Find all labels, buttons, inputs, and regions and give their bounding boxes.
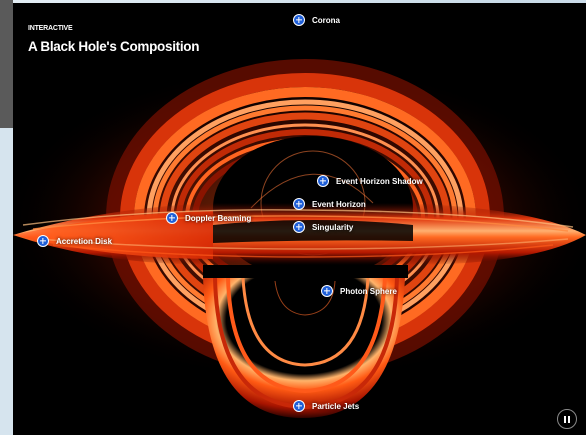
left-edge-strip	[0, 128, 13, 435]
hotspot-label: Particle Jets	[312, 401, 360, 411]
hotspot-label: Corona	[312, 15, 340, 25]
plus-icon	[293, 198, 305, 210]
plus-icon	[293, 400, 305, 412]
hotspot-accretion-disk[interactable]: Accretion Disk	[37, 235, 112, 247]
interactive-graphic: INTERACTIVE A Black Hole's Composition C…	[13, 3, 586, 435]
kicker-label: INTERACTIVE	[28, 25, 73, 32]
page-title: A Black Hole's Composition	[28, 39, 200, 54]
hotspot-label: Accretion Disk	[56, 236, 113, 246]
pause-icon-bar	[568, 415, 570, 423]
hotspot-label: Doppler Beaming	[185, 213, 252, 223]
hotspot-label: Event Horizon Shadow	[336, 176, 423, 186]
hotspot-event-horizon-shadow[interactable]: Event Horizon Shadow	[317, 175, 423, 187]
hotspot-particle-jets[interactable]: Particle Jets	[293, 400, 359, 412]
hotspot-label: Singularity	[312, 222, 354, 232]
accretion-disk-band	[13, 203, 586, 265]
pause-button[interactable]	[557, 409, 577, 429]
hotspot-photon-sphere[interactable]: Photon Sphere	[321, 285, 397, 297]
plus-icon	[166, 212, 178, 224]
plus-icon	[37, 235, 49, 247]
black-hole-illustration	[13, 59, 586, 418]
plus-icon	[293, 14, 305, 26]
plus-icon	[321, 285, 333, 297]
hotspot-singularity[interactable]: Singularity	[293, 221, 353, 233]
hotspot-label: Event Horizon	[312, 199, 366, 209]
plus-icon	[317, 175, 329, 187]
lower-lensed-arc	[203, 277, 405, 418]
hotspot-event-horizon[interactable]: Event Horizon	[293, 198, 366, 210]
hotspot-corona[interactable]: Corona	[293, 14, 340, 26]
hotspot-label: Photon Sphere	[340, 286, 397, 296]
pause-icon	[564, 415, 566, 423]
hotspot-doppler-beaming[interactable]: Doppler Beaming	[166, 212, 251, 224]
left-edge-panel	[0, 0, 13, 128]
plus-icon	[293, 221, 305, 233]
